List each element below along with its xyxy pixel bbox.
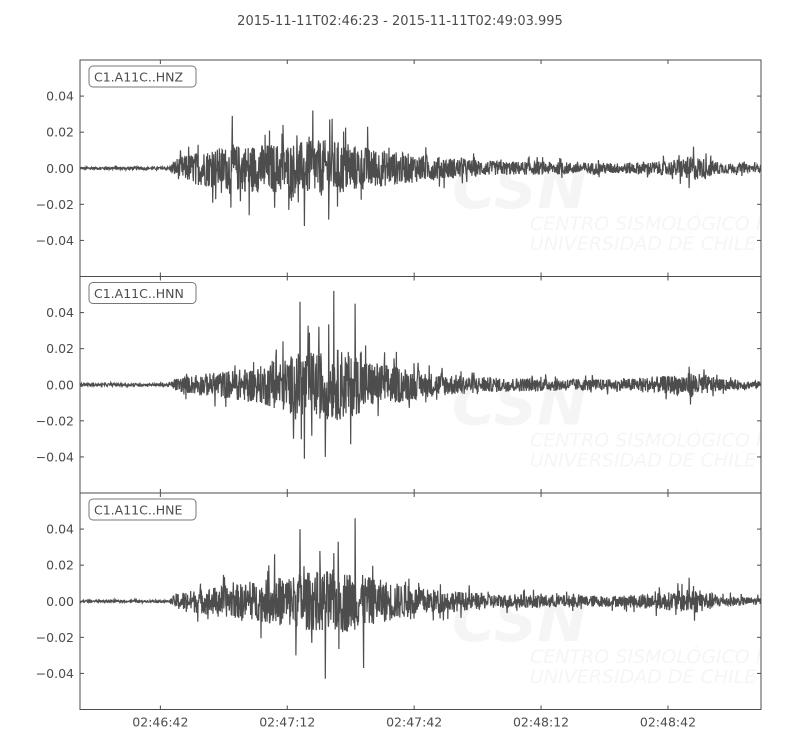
y-tick-label: −0.02: [36, 197, 74, 212]
y-tick-label: −0.02: [36, 413, 74, 428]
y-tick-label: 0.02: [46, 558, 74, 573]
x-tick-label: 02:48:12: [513, 715, 569, 730]
y-tick-label: 0.00: [46, 377, 74, 392]
trace-label: C1.A11C..HNZ: [88, 65, 197, 88]
waveform-line: [80, 290, 761, 459]
trace-label-text: C1.A11C..HNZ: [94, 70, 183, 85]
y-tick-label: 0.04: [46, 522, 74, 537]
svg-text:UNIVERSIDAD DE CHILE: UNIVERSIDAD DE CHILE: [530, 233, 756, 255]
trace-label: C1.A11C..HNN: [88, 282, 197, 304]
y-tick-label: −0.04: [36, 233, 74, 248]
x-tick-label: 02:47:42: [386, 715, 442, 730]
trace-panel: CSNCENTRO SISMOLÓGICO NACIONALUNIVERSIDA…: [36, 276, 800, 494]
svg-text:CENTRO SISMOLÓGICO NACIONAL: CENTRO SISMOLÓGICO NACIONAL: [530, 211, 800, 235]
svg-text:CENTRO SISMOLÓGICO NACIONAL: CENTRO SISMOLÓGICO NACIONAL: [530, 644, 800, 668]
y-tick-label: −0.04: [36, 449, 74, 464]
x-tick-label: 02:46:42: [132, 715, 188, 730]
y-tick-label: 0.00: [46, 594, 74, 609]
x-tick-label: 02:47:12: [259, 715, 315, 730]
y-tick-label: −0.02: [36, 630, 74, 645]
svg-text:UNIVERSIDAD DE CHILE: UNIVERSIDAD DE CHILE: [530, 666, 756, 688]
trace-panel: CSNCENTRO SISMOLÓGICO NACIONALUNIVERSIDA…: [36, 492, 800, 730]
y-tick-label: 0.02: [46, 341, 74, 356]
trace-label: C1.A11C..HNE: [88, 498, 197, 521]
y-tick-label: 0.04: [46, 305, 74, 320]
svg-text:CENTRO SISMOLÓGICO NACIONAL: CENTRO SISMOLÓGICO NACIONAL: [530, 428, 800, 452]
trace-panel: CSNCENTRO SISMOLÓGICO NACIONALUNIVERSIDA…: [36, 59, 800, 277]
trace-label-text: C1.A11C..HNE: [94, 503, 183, 518]
svg-text:UNIVERSIDAD DE CHILE: UNIVERSIDAD DE CHILE: [530, 450, 756, 472]
y-tick-label: −0.04: [36, 666, 74, 681]
y-tick-label: 0.02: [46, 125, 74, 140]
x-tick-label: 02:48:42: [640, 715, 696, 730]
y-tick-label: 0.00: [46, 161, 74, 176]
trace-label-text: C1.A11C..HNN: [94, 286, 184, 301]
waveform-line: [80, 110, 761, 227]
waveform-line: [80, 518, 761, 679]
y-tick-label: 0.04: [46, 89, 74, 104]
chart-title: 2015-11-11T02:46:23 - 2015-11-11T02:49:0…: [237, 14, 563, 29]
